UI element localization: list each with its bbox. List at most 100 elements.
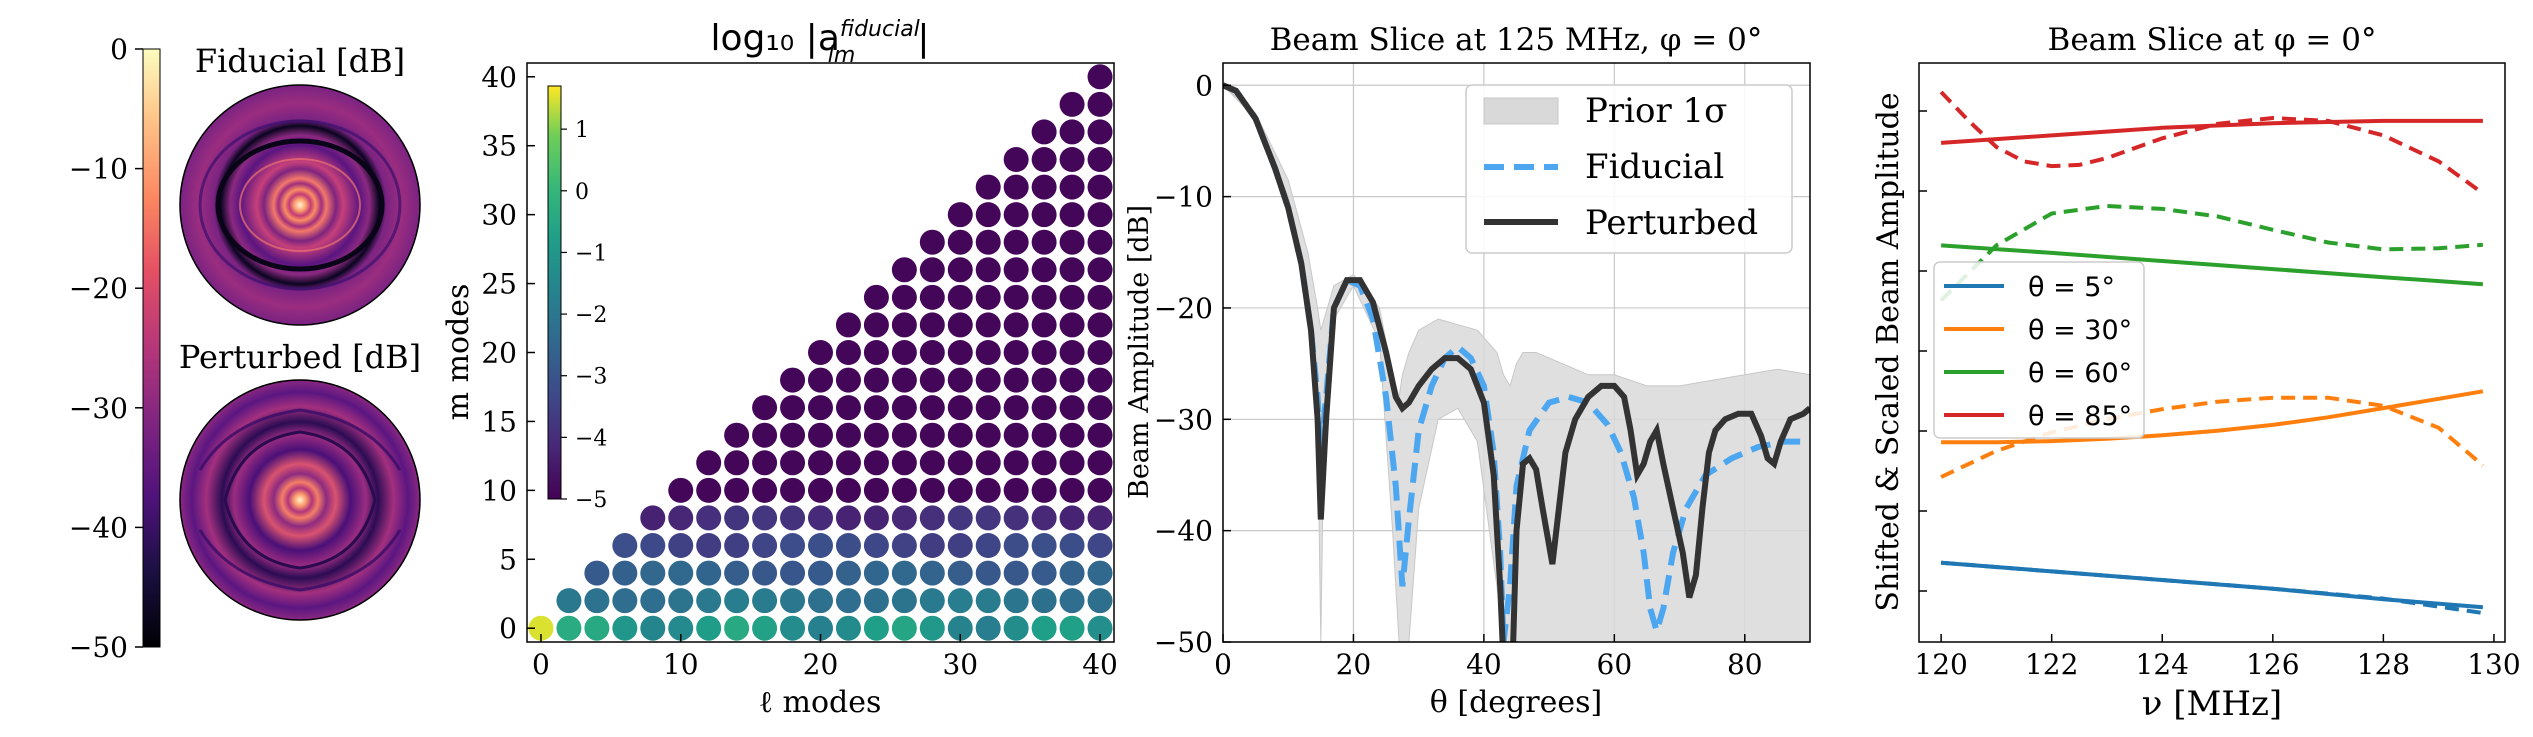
viridis-tick-label: −1 xyxy=(575,241,607,266)
alm-dot xyxy=(724,560,750,586)
alm-dot xyxy=(919,477,945,503)
alm-dot xyxy=(1003,312,1029,338)
alm-dot xyxy=(780,422,806,448)
alm-dot xyxy=(640,533,666,558)
alm-dot xyxy=(780,367,806,393)
alm-y-label: m modes xyxy=(441,284,476,421)
frequency-x-label: ν [MHz] xyxy=(2142,684,2282,724)
alm-dot xyxy=(919,505,945,531)
slice125-y-tick-label: −20 xyxy=(1154,292,1213,325)
alm-dot xyxy=(1003,533,1029,558)
slice125-x-tick-label: 60 xyxy=(1597,648,1633,681)
alm-y-tick-label: 35 xyxy=(481,130,517,163)
alm-dot xyxy=(612,615,638,641)
alm-dot xyxy=(696,533,722,558)
frequency-frame xyxy=(1918,62,2506,643)
alm-y-tick-label: 40 xyxy=(481,61,517,94)
alm-dot xyxy=(919,615,945,641)
alm-dot xyxy=(919,312,945,338)
alm-dot xyxy=(975,174,1001,200)
slice125-x-ticks: 0 20 40 60 80 xyxy=(1214,634,1763,681)
frequency-series-line xyxy=(1940,560,2484,615)
frequency-series-line xyxy=(1939,203,2484,302)
alm-dot xyxy=(947,229,973,255)
alm-dot xyxy=(891,588,917,614)
alm-dot xyxy=(640,505,666,531)
frequency-x-tick-label: 120 xyxy=(1914,648,1967,681)
alm-dot xyxy=(668,588,694,614)
alm-dot xyxy=(947,505,973,531)
alm-dot xyxy=(1059,312,1085,338)
alm-dot xyxy=(780,615,806,641)
perturbed-map-title: Perturbed [dB] xyxy=(179,338,421,376)
alm-dot xyxy=(808,533,833,558)
alm-dot xyxy=(1059,284,1085,310)
slice125-title: Beam Slice at 125 MHz, φ = 0° xyxy=(1270,22,1763,58)
alm-dot xyxy=(947,477,973,503)
alm-dot xyxy=(975,533,1001,558)
alm-dot xyxy=(696,505,722,531)
alm-dot xyxy=(835,588,861,614)
alm-x-tick-label: 10 xyxy=(663,648,699,681)
alm-dot xyxy=(919,257,945,283)
alm-dot xyxy=(1087,202,1113,228)
alm-dot xyxy=(1003,615,1029,641)
slice125-legend: Prior 1σ Fiducial Perturbed xyxy=(1465,84,1793,254)
alm-dot xyxy=(724,477,750,503)
alm-dot xyxy=(1087,91,1113,117)
frequency-x-tick-label: 128 xyxy=(2357,648,2410,681)
alm-dot xyxy=(1087,147,1113,172)
alm-dot xyxy=(947,395,973,421)
magma-tick-label: −20 xyxy=(69,272,128,305)
slice125-x-tick-label: 80 xyxy=(1727,648,1763,681)
alm-dot xyxy=(919,560,945,586)
alm-dot xyxy=(1031,312,1057,338)
magma-tick-label: −50 xyxy=(69,631,128,664)
alm-dot xyxy=(1059,147,1085,172)
magma-tick-label: 0 xyxy=(110,33,128,66)
alm-dot xyxy=(947,367,973,393)
frequency-lines xyxy=(1939,90,2485,615)
alm-dot xyxy=(1059,395,1085,421)
alm-dot xyxy=(584,560,610,586)
alm-dot xyxy=(1059,477,1085,503)
alm-dot xyxy=(640,588,666,614)
alm-dot xyxy=(891,340,917,365)
alm-dot xyxy=(891,450,917,476)
magma-tick-label: −10 xyxy=(69,153,128,186)
alm-dot xyxy=(1087,560,1113,586)
slice125-y-tick-label: −10 xyxy=(1154,181,1213,214)
alm-dot xyxy=(1031,284,1057,310)
alm-dot xyxy=(891,395,917,421)
alm-dot xyxy=(1087,257,1113,283)
alm-dot xyxy=(808,477,833,503)
alm-dot xyxy=(1087,615,1113,641)
slice125-y-tick-label: −50 xyxy=(1154,626,1213,659)
alm-dot xyxy=(752,450,778,476)
viridis-tick-label: −4 xyxy=(575,426,607,451)
alm-dot xyxy=(1003,147,1029,172)
alm-dot xyxy=(919,395,945,421)
alm-dot xyxy=(1059,505,1085,531)
alm-dot xyxy=(808,395,833,421)
alm-dot xyxy=(891,284,917,310)
viridis-tick-label: −5 xyxy=(575,488,607,513)
alm-dot xyxy=(975,340,1001,365)
alm-dot xyxy=(724,615,750,641)
alm-dot xyxy=(752,615,778,641)
alm-dot xyxy=(1087,312,1113,338)
alm-dot xyxy=(975,367,1001,393)
alm-dot xyxy=(1031,257,1057,283)
alm-dot xyxy=(752,395,778,421)
viridis-tick-label: 0 xyxy=(575,180,589,205)
alm-dot xyxy=(863,588,889,614)
alm-dot xyxy=(780,588,806,614)
alm-dot xyxy=(640,615,666,641)
alm-dot xyxy=(780,450,806,476)
alm-dot xyxy=(1031,505,1057,531)
frequency-series-line xyxy=(1940,243,2484,287)
alm-dot xyxy=(1003,560,1029,586)
alm-dot xyxy=(919,284,945,310)
alm-y-tick-label: 25 xyxy=(481,268,517,301)
